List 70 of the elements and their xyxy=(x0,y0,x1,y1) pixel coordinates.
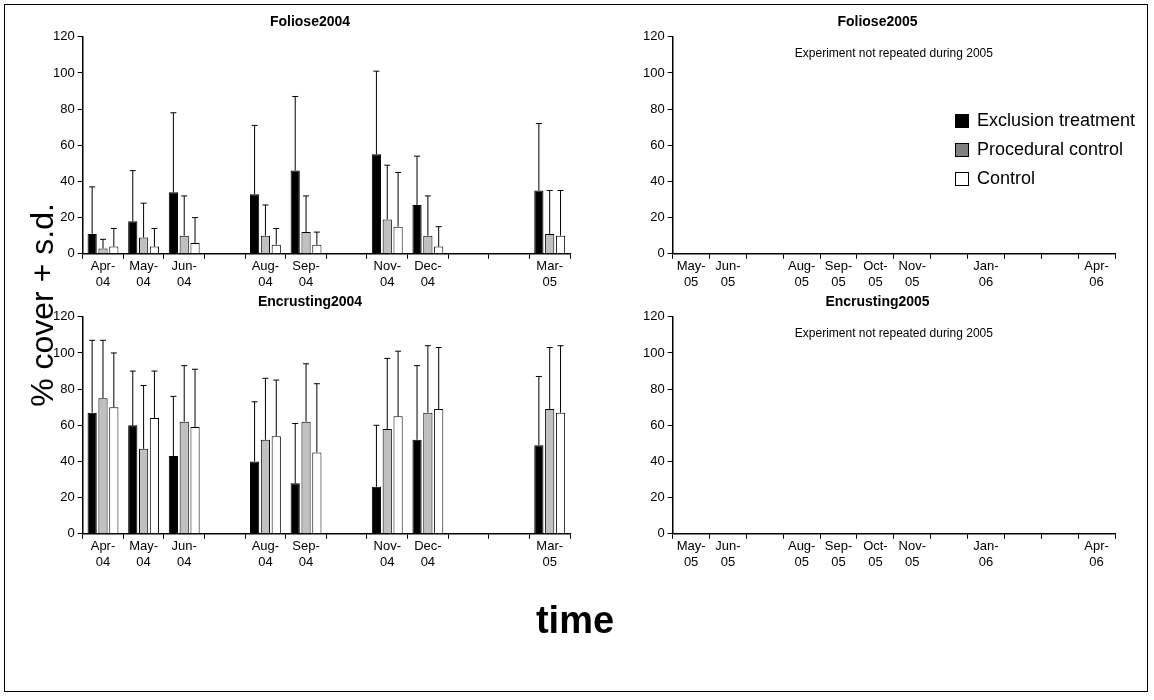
x-tick-label: Aug-05 xyxy=(787,538,816,569)
x-tick-label: Apr-06 xyxy=(1084,538,1109,569)
x-tick-label: Mar-05 xyxy=(536,538,564,569)
legend-label: Control xyxy=(976,168,1035,189)
x-tick-label: Aug-04 xyxy=(251,538,280,569)
x-tick-label: Nov-05 xyxy=(898,258,926,289)
y-tick-label: 0 xyxy=(67,525,75,541)
x-tick-label: Sep-05 xyxy=(824,258,853,289)
chart-title: Encrusting2005 xyxy=(825,293,930,310)
x-tick-label: Jun-04 xyxy=(171,538,197,569)
x-tick-label: Nov-04 xyxy=(373,258,401,289)
x-tick-label: Nov-04 xyxy=(373,538,401,569)
x-tick-label: Jun-05 xyxy=(715,258,741,289)
x-tick-label: Jan-06 xyxy=(973,538,999,569)
y-tick-label: 80 xyxy=(60,380,75,396)
x-axis-title: time xyxy=(535,598,615,642)
y-tick-label: 60 xyxy=(60,416,75,432)
y-tick-label: 100 xyxy=(642,64,665,80)
x-tick-label: Dec-04 xyxy=(414,538,442,569)
y-tick-label: 80 xyxy=(650,380,665,396)
x-tick-label: Oct-05 xyxy=(863,258,888,289)
x-tick-label: May-04 xyxy=(129,538,159,569)
x-tick-label: May-05 xyxy=(676,538,706,569)
y-tick-label: 40 xyxy=(60,173,75,189)
x-tick-label: Dec-04 xyxy=(414,258,442,289)
y-tick-label: 0 xyxy=(657,245,665,261)
y-tick-label: 20 xyxy=(60,489,75,505)
y-tick-label: 120 xyxy=(52,308,75,324)
y-tick-label: 40 xyxy=(650,453,665,469)
x-tick-label: Apr-04 xyxy=(90,258,116,289)
chart-title: Foliose2004 xyxy=(269,13,351,30)
x-tick-label: Apr-06 xyxy=(1084,258,1109,289)
annotation: Experiment not repeated during 2005 xyxy=(794,45,994,60)
y-tick-label: 40 xyxy=(650,173,665,189)
y-tick-label: 100 xyxy=(52,344,75,360)
x-tick-label: Oct-05 xyxy=(863,538,888,569)
x-tick-label: Sep-05 xyxy=(824,538,853,569)
annotation: Experiment not repeated during 2005 xyxy=(794,325,994,340)
x-tick-label: Mar-05 xyxy=(536,258,564,289)
y-tick-label: 60 xyxy=(60,136,75,152)
x-tick-label: Jun-05 xyxy=(715,538,741,569)
chart-title: Foliose2005 xyxy=(837,13,918,30)
y-tick-label: 20 xyxy=(650,489,665,505)
y-tick-label: 40 xyxy=(60,453,75,469)
y-tick-label: 60 xyxy=(650,136,665,152)
x-tick-label: Sep-04 xyxy=(292,258,320,289)
y-tick-label: 80 xyxy=(60,100,75,116)
chart-title: Encrusting2004 xyxy=(257,293,363,310)
y-tick-label: 20 xyxy=(650,209,665,225)
y-tick-label: 0 xyxy=(657,525,665,541)
x-tick-label: Aug-04 xyxy=(251,258,280,289)
y-tick-label: 120 xyxy=(642,308,665,324)
x-tick-label: Jun-04 xyxy=(171,258,197,289)
y-tick-label: 60 xyxy=(650,416,665,432)
x-tick-label: Apr-04 xyxy=(90,538,116,569)
y-tick-label: 120 xyxy=(642,28,665,44)
x-tick-label: Nov-05 xyxy=(898,538,926,569)
x-tick-label: Aug-05 xyxy=(787,258,816,289)
y-tick-label: 120 xyxy=(52,28,75,44)
legend-label: Exclusion treatment xyxy=(976,110,1135,131)
y-tick-label: 20 xyxy=(60,209,75,225)
x-tick-label: May-04 xyxy=(129,258,159,289)
x-tick-label: Sep-04 xyxy=(292,538,320,569)
x-tick-label: Jan-06 xyxy=(973,258,999,289)
y-tick-label: 100 xyxy=(642,344,665,360)
y-tick-label: 0 xyxy=(67,245,75,261)
y-tick-label: 100 xyxy=(52,64,75,80)
y-tick-label: 80 xyxy=(650,100,665,116)
legend-label: Procedural control xyxy=(976,139,1123,160)
x-tick-label: May-05 xyxy=(676,258,706,289)
